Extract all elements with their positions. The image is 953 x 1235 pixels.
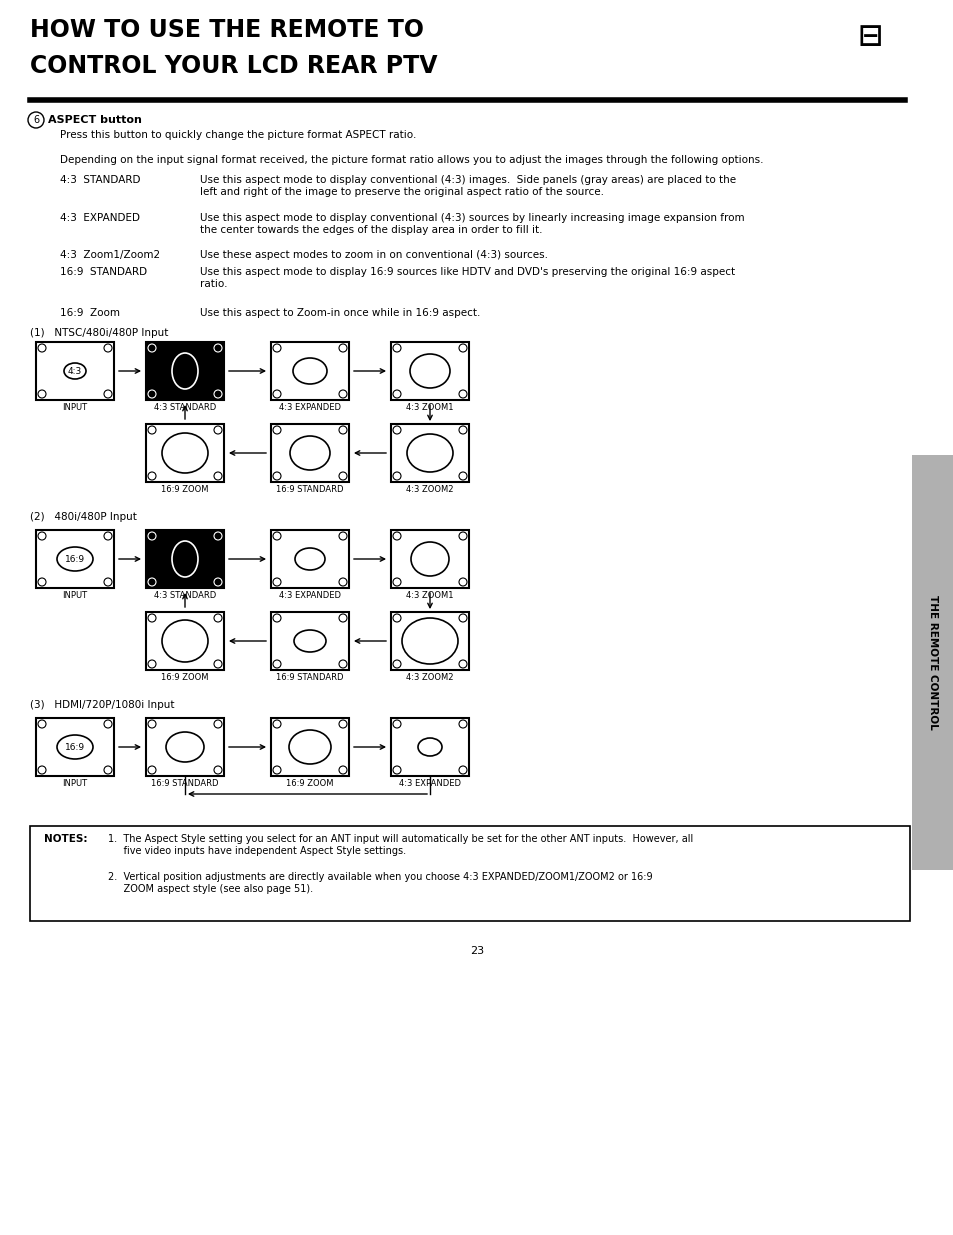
Bar [271, 613, 349, 671]
Bar [36, 530, 113, 588]
Text: ⊟: ⊟ [858, 19, 881, 56]
Bar [146, 613, 224, 671]
Text: Press this button to quickly change the picture format ASPECT ratio.: Press this button to quickly change the … [60, 130, 416, 140]
Bar [391, 718, 469, 776]
Text: THE REMOTE CONTROL: THE REMOTE CONTROL [927, 595, 937, 730]
Bar [271, 530, 349, 588]
Bar [146, 530, 224, 588]
Text: HOW TO USE THE REMOTE TO: HOW TO USE THE REMOTE TO [30, 19, 423, 42]
Text: INPUT: INPUT [62, 403, 88, 412]
Text: Use this aspect mode to display 16:9 sources like HDTV and DVD's preserving the : Use this aspect mode to display 16:9 sou… [200, 267, 735, 289]
Text: 16:9: 16:9 [65, 555, 85, 563]
Text: 16:9 STANDARD: 16:9 STANDARD [276, 673, 343, 682]
Text: 4:3  Zoom1/Zoom2: 4:3 Zoom1/Zoom2 [60, 249, 160, 261]
Text: 16:9: 16:9 [65, 742, 85, 752]
Bar [271, 718, 349, 776]
Text: Use these aspect modes to zoom in on conventional (4:3) sources.: Use these aspect modes to zoom in on con… [200, 249, 547, 261]
Text: (2)   480i/480P Input: (2) 480i/480P Input [30, 513, 136, 522]
Text: 4:3 STANDARD: 4:3 STANDARD [153, 403, 216, 412]
Bar [36, 718, 113, 776]
Text: 4:3 ZOOM1: 4:3 ZOOM1 [406, 592, 454, 600]
Bar [271, 342, 349, 400]
Text: Use this aspect mode to display conventional (4:3) images.  Side panels (gray ar: Use this aspect mode to display conventi… [200, 175, 736, 196]
Text: INPUT: INPUT [62, 779, 88, 788]
Text: 4:3 ZOOM2: 4:3 ZOOM2 [406, 673, 454, 682]
Text: 16:9 ZOOM: 16:9 ZOOM [161, 485, 209, 494]
Text: 16:9 ZOOM: 16:9 ZOOM [286, 779, 334, 788]
Text: 4:3  EXPANDED: 4:3 EXPANDED [60, 212, 140, 224]
Text: CONTROL YOUR LCD REAR PTV: CONTROL YOUR LCD REAR PTV [30, 54, 437, 78]
Text: 16:9 STANDARD: 16:9 STANDARD [276, 485, 343, 494]
Bar [391, 424, 469, 482]
Bar [911, 454, 953, 869]
Text: 4:3 EXPANDED: 4:3 EXPANDED [398, 779, 460, 788]
Bar [146, 424, 224, 482]
Text: INPUT: INPUT [62, 592, 88, 600]
Bar [146, 718, 224, 776]
Text: 4:3  STANDARD: 4:3 STANDARD [60, 175, 140, 185]
Text: 4:3 ZOOM2: 4:3 ZOOM2 [406, 485, 454, 494]
Text: (3)   HDMI/720P/1080i Input: (3) HDMI/720P/1080i Input [30, 700, 174, 710]
Text: 4:3 ZOOM1: 4:3 ZOOM1 [406, 403, 454, 412]
Bar [146, 342, 224, 400]
Bar [391, 613, 469, 671]
Text: Use this aspect to Zoom-in once while in 16:9 aspect.: Use this aspect to Zoom-in once while in… [200, 308, 480, 317]
Text: 4:3 EXPANDED: 4:3 EXPANDED [278, 403, 340, 412]
Text: 4:3: 4:3 [68, 367, 82, 375]
Bar [30, 826, 909, 921]
Text: 16:9 ZOOM: 16:9 ZOOM [161, 673, 209, 682]
Text: 16:9  Zoom: 16:9 Zoom [60, 308, 120, 317]
Text: 2.  Vertical position adjustments are directly available when you choose 4:3 EXP: 2. Vertical position adjustments are dir… [108, 872, 652, 894]
Text: 4:3 EXPANDED: 4:3 EXPANDED [278, 592, 340, 600]
Text: 4:3 STANDARD: 4:3 STANDARD [153, 592, 216, 600]
Bar [271, 424, 349, 482]
Text: Depending on the input signal format received, the picture format ratio allows y: Depending on the input signal format rec… [60, 156, 762, 165]
Text: 1.  The Aspect Style setting you select for an ANT input will automatically be s: 1. The Aspect Style setting you select f… [108, 834, 693, 856]
Text: 16:9  STANDARD: 16:9 STANDARD [60, 267, 147, 277]
Bar [36, 342, 113, 400]
Text: NOTES:: NOTES: [44, 834, 88, 844]
Bar [391, 530, 469, 588]
Text: Use this aspect mode to display conventional (4:3) sources by linearly increasin: Use this aspect mode to display conventi… [200, 212, 744, 235]
Text: 23: 23 [470, 946, 483, 956]
Text: 16:9 STANDARD: 16:9 STANDARD [152, 779, 218, 788]
Bar [391, 342, 469, 400]
Text: 6: 6 [33, 115, 39, 125]
Text: ASPECT button: ASPECT button [48, 115, 142, 125]
Text: (1)   NTSC/480i/480P Input: (1) NTSC/480i/480P Input [30, 329, 168, 338]
